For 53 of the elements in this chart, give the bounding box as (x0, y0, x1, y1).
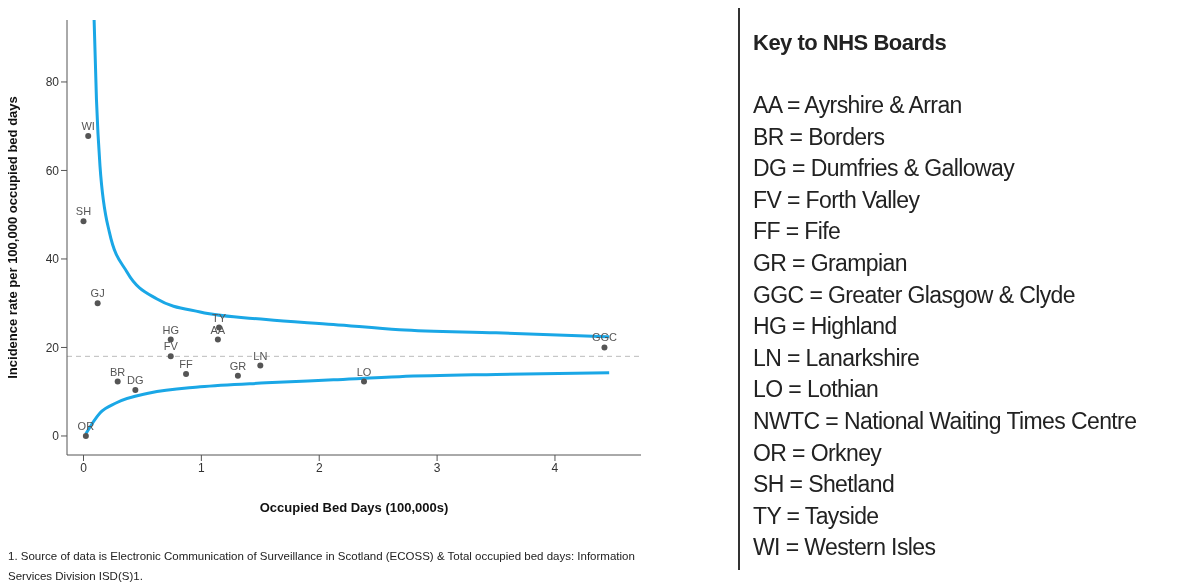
data-label: GR (229, 359, 247, 372)
point (361, 378, 368, 385)
y-tick-label: 80 (45, 75, 60, 90)
text: WI = Western Isles (753, 534, 936, 562)
data-label: WI (81, 119, 95, 132)
x-tick-label: 2 (315, 460, 323, 475)
text: LO = Lothian (753, 376, 879, 404)
data-label: GJ (90, 287, 105, 300)
data-label: LO (356, 365, 372, 378)
data-label: BR (110, 365, 126, 378)
text: OR = Orkney (753, 439, 882, 467)
text: GGC = Greater Glasgow & Clyde (753, 281, 1075, 309)
point (214, 336, 221, 343)
text: LN = Lanarkshire (753, 344, 920, 372)
text: BR = Borders (753, 123, 885, 151)
text: TY = Tayside (753, 502, 879, 530)
point (257, 362, 264, 369)
point (114, 378, 121, 385)
data-label: DG (127, 373, 144, 386)
y-tick-label: 60 (45, 163, 60, 178)
text: NWTC = National Waiting Times Centre (753, 408, 1137, 435)
text: DG = Dumfries & Galloway (753, 155, 1015, 183)
data-label: LN (253, 349, 268, 362)
text: SH = Shetland (753, 471, 895, 499)
x-tick-label: 0 (80, 460, 88, 475)
point (183, 371, 190, 378)
x-axis-title: Occupied Bed Days (100,000s) (259, 500, 449, 515)
point (601, 344, 608, 351)
text: HG = Highland (753, 313, 897, 341)
point (82, 432, 89, 439)
y-axis-title: Incidence rate per 100,000 occupied bed days (4, 96, 20, 379)
point (85, 132, 92, 139)
text: 1. Source of data is Electronic Communication of Surveillance in Scotland (ECOSS) & Total occupied bed days: Information Services Division ISD(S)1. (8, 549, 636, 584)
point (94, 300, 101, 307)
text: GR = Grampian (753, 250, 907, 277)
point (234, 372, 241, 379)
text: AA = Ayrshire & Arran (753, 92, 962, 119)
y-tick-label: 0 (52, 429, 60, 444)
data-label: HG (162, 323, 179, 336)
point (132, 386, 139, 393)
text: Key to NHS Boards (753, 30, 947, 56)
text: FV = Forth Valley (753, 186, 920, 214)
point (167, 353, 174, 360)
text: FF = Fife (753, 218, 841, 246)
y-tick-label: 20 (45, 340, 60, 355)
x-tick-label: 4 (551, 460, 559, 475)
x-tick-label: 1 (198, 460, 206, 475)
data-label: SH (75, 205, 92, 218)
y-tick-label: 40 (45, 252, 60, 267)
data-label: FF (179, 358, 194, 371)
point (80, 218, 87, 225)
x-tick-label: 3 (433, 460, 441, 475)
data-label: FV (163, 340, 179, 353)
